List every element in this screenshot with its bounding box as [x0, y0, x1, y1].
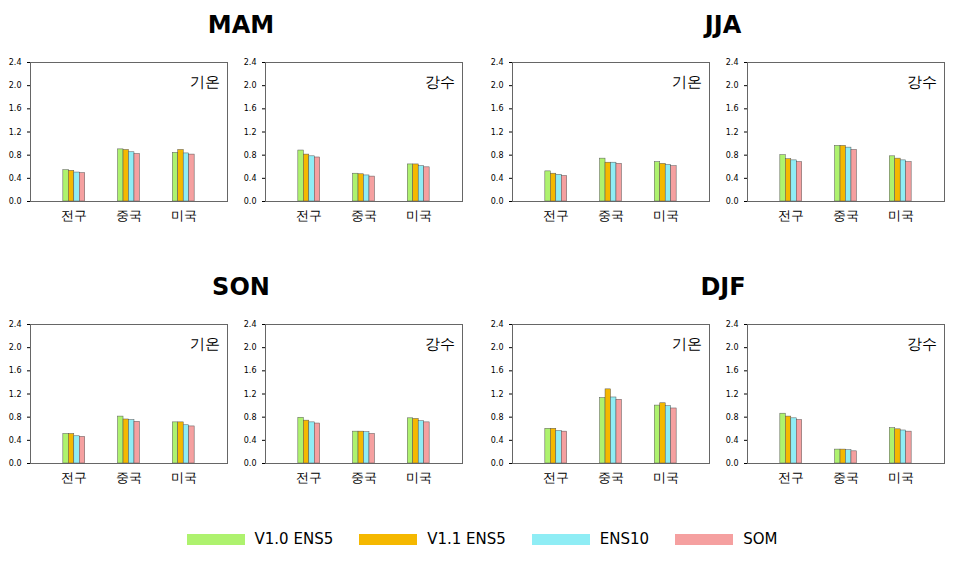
html-text:JJA: JJA [704, 11, 742, 39]
html-text:V1.1 ENS5: V1.1 ENS5 [427, 530, 506, 548]
svg-text:1.2: 1.2 [244, 390, 257, 399]
svg-text:0.0: 0.0 [9, 197, 22, 206]
svg-text:0.4: 0.4 [491, 436, 504, 445]
svg-text:0.4: 0.4 [244, 436, 257, 445]
svg-text:2.4: 2.4 [9, 58, 22, 67]
svg-text:전구: 전구 [778, 208, 804, 223]
svg-text:2.0: 2.0 [726, 343, 739, 352]
svg-text:미국: 미국 [406, 208, 432, 223]
svg-text:0.0: 0.0 [9, 459, 22, 468]
svg-text:전구: 전구 [543, 470, 569, 485]
svg-text:1.2: 1.2 [726, 128, 739, 137]
svg-text:전구: 전구 [778, 470, 804, 485]
html-text:MAM: MAM [207, 11, 275, 39]
svg-text:0.8: 0.8 [244, 413, 257, 422]
svg-text:0.4: 0.4 [726, 436, 739, 445]
svg-text:0.4: 0.4 [9, 174, 22, 183]
svg-text:2.0: 2.0 [491, 343, 504, 352]
svg-text:1.2: 1.2 [491, 390, 504, 399]
svg-text:1.6: 1.6 [9, 366, 22, 375]
svg-text:중국: 중국 [598, 470, 624, 485]
svg-text:0.0: 0.0 [244, 197, 257, 206]
svg-text:중국: 중국 [833, 470, 859, 485]
html-text:DJF: DJF [700, 273, 746, 301]
svg-text:2.4: 2.4 [9, 320, 22, 329]
svg-text:0.0: 0.0 [491, 197, 504, 206]
svg-text:중국: 중국 [116, 208, 142, 223]
svg-text:0.0: 0.0 [244, 459, 257, 468]
svg-text:2.0: 2.0 [9, 81, 22, 90]
svg-text:1.2: 1.2 [9, 128, 22, 137]
svg-text:0.8: 0.8 [491, 413, 504, 422]
svg-text:1.2: 1.2 [9, 390, 22, 399]
svg-text:전구: 전구 [296, 470, 322, 485]
svg-text:기온: 기온 [190, 73, 220, 91]
svg-text:0.4: 0.4 [244, 174, 257, 183]
svg-text:0.0: 0.0 [726, 197, 739, 206]
svg-text:2.0: 2.0 [9, 343, 22, 352]
svg-text:1.6: 1.6 [726, 366, 739, 375]
svg-text:0.8: 0.8 [244, 151, 257, 160]
svg-text:0.4: 0.4 [491, 174, 504, 183]
svg-text:전구: 전구 [61, 208, 87, 223]
svg-text:0.8: 0.8 [9, 151, 22, 160]
svg-text:미국: 미국 [406, 470, 432, 485]
svg-text:1.2: 1.2 [244, 128, 257, 137]
svg-text:1.6: 1.6 [9, 104, 22, 113]
svg-text:0.8: 0.8 [9, 413, 22, 422]
svg-text:전구: 전구 [296, 208, 322, 223]
svg-text:강수: 강수 [907, 73, 937, 91]
svg-text:기온: 기온 [190, 335, 220, 353]
svg-text:1.6: 1.6 [244, 366, 257, 375]
svg-text:중국: 중국 [833, 208, 859, 223]
svg-text:전구: 전구 [61, 470, 87, 485]
svg-text:미국: 미국 [171, 208, 197, 223]
html-text:V1.0 ENS5: V1.0 ENS5 [254, 530, 334, 548]
svg-text:2.4: 2.4 [726, 58, 739, 67]
svg-text:미국: 미국 [653, 208, 679, 223]
svg-text:1.2: 1.2 [726, 390, 739, 399]
svg-text:0.4: 0.4 [9, 436, 22, 445]
svg-text:중국: 중국 [116, 470, 142, 485]
svg-text:0.8: 0.8 [491, 151, 504, 160]
svg-text:0.0: 0.0 [491, 459, 504, 468]
svg-text:중국: 중국 [598, 208, 624, 223]
svg-text:기온: 기온 [672, 335, 702, 353]
html-text:ENS10: ENS10 [599, 530, 650, 548]
html-text:SON: SON [212, 273, 270, 301]
svg-text:미국: 미국 [888, 470, 914, 485]
svg-text:2.4: 2.4 [244, 58, 257, 67]
svg-text:미국: 미국 [888, 208, 914, 223]
svg-text:중국: 중국 [351, 208, 377, 223]
svg-text:중국: 중국 [351, 470, 377, 485]
svg-text:2.4: 2.4 [726, 320, 739, 329]
svg-text:0.4: 0.4 [726, 174, 739, 183]
html-text:SOM: SOM [743, 530, 778, 548]
svg-text:1.6: 1.6 [491, 366, 504, 375]
svg-text:1.2: 1.2 [491, 128, 504, 137]
svg-text:2.4: 2.4 [244, 320, 257, 329]
svg-text:강수: 강수 [425, 335, 455, 353]
svg-text:2.0: 2.0 [244, 343, 257, 352]
svg-text:2.4: 2.4 [491, 320, 504, 329]
svg-text:2.4: 2.4 [491, 58, 504, 67]
svg-text:0.8: 0.8 [726, 151, 739, 160]
svg-text:강수: 강수 [425, 73, 455, 91]
svg-text:기온: 기온 [672, 73, 702, 91]
svg-text:2.0: 2.0 [726, 81, 739, 90]
svg-text:1.6: 1.6 [491, 104, 504, 113]
svg-text:미국: 미국 [653, 470, 679, 485]
svg-text:2.0: 2.0 [491, 81, 504, 90]
svg-text:전구: 전구 [543, 208, 569, 223]
svg-text:1.6: 1.6 [726, 104, 739, 113]
svg-text:1.6: 1.6 [244, 104, 257, 113]
svg-text:0.8: 0.8 [726, 413, 739, 422]
svg-text:강수: 강수 [907, 335, 937, 353]
svg-text:0.0: 0.0 [726, 459, 739, 468]
svg-text:2.0: 2.0 [244, 81, 257, 90]
svg-text:미국: 미국 [171, 470, 197, 485]
